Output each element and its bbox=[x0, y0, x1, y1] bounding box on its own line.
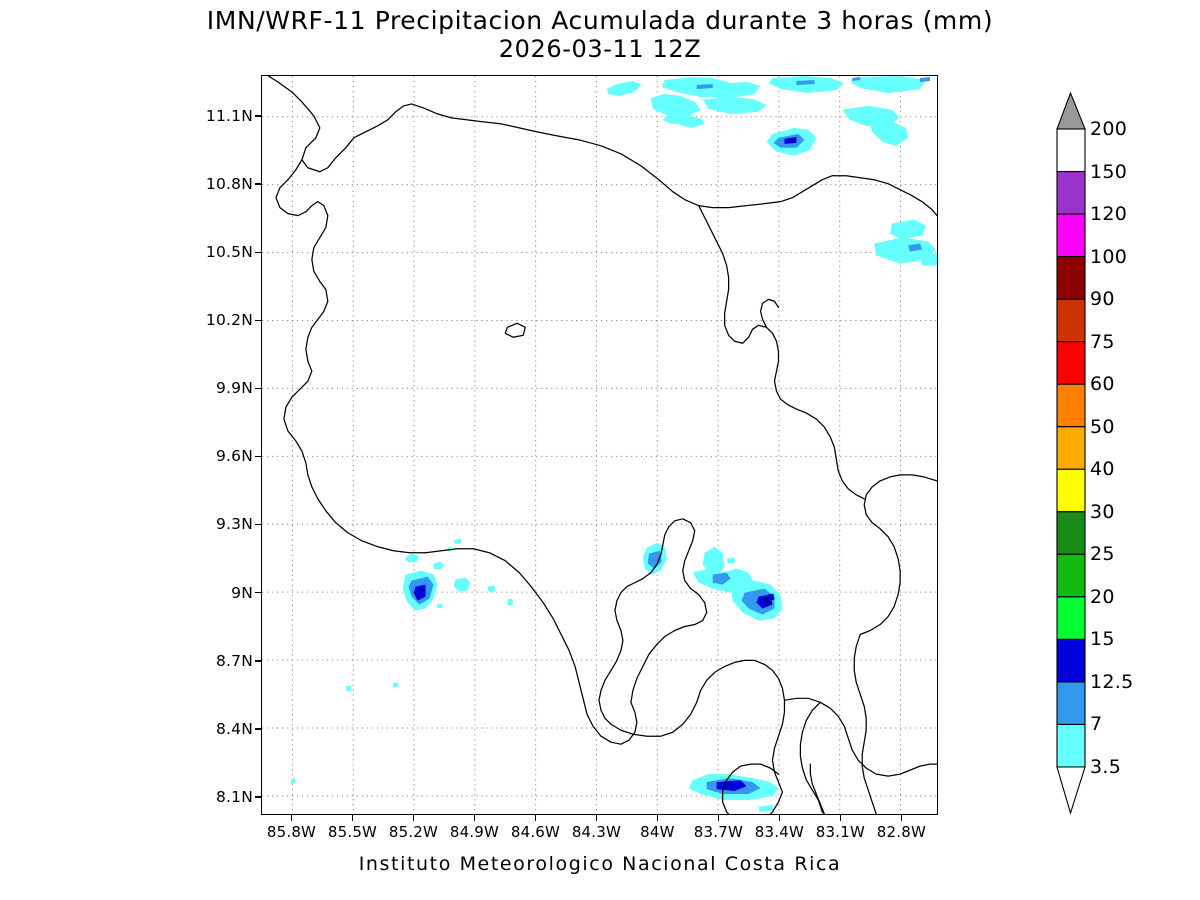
longitude-tick-label: 85.2W bbox=[388, 823, 439, 841]
latitude-tick-label: 9.6N bbox=[215, 447, 253, 466]
latitude-tick-mark bbox=[255, 660, 262, 662]
colorbar-tick-label: 60 bbox=[1090, 373, 1115, 396]
latitude-tick-label: 11.1N bbox=[205, 106, 253, 125]
latitude-tick-mark bbox=[255, 523, 262, 526]
map-canvas bbox=[262, 76, 937, 814]
colorbar-tick-label: 120 bbox=[1090, 203, 1128, 226]
latitude-tick-mark bbox=[255, 796, 262, 798]
latitude-tick-mark bbox=[255, 455, 262, 458]
footer-credit: Instituto Meteorologico Nacional Costa R… bbox=[358, 853, 842, 875]
latitude-tick-mark bbox=[255, 387, 262, 390]
latitude-tick-mark bbox=[255, 592, 262, 594]
colorbar-tick-label: 150 bbox=[1090, 160, 1128, 183]
longitude-tick-label: 82.8W bbox=[876, 823, 926, 841]
longitude-tick-mark bbox=[412, 815, 415, 821]
precipitation-field bbox=[290, 76, 937, 813]
map-plot-area bbox=[261, 75, 938, 815]
latitude-tick-label: 9.9N bbox=[215, 379, 253, 398]
longitude-tick-mark bbox=[778, 815, 781, 821]
colorbar-tick-label: 100 bbox=[1090, 245, 1128, 268]
colorbar-tick-label: 200 bbox=[1090, 118, 1128, 140]
page-title: IMN/WRF-11 Precipitacion Acumulada duran… bbox=[206, 6, 994, 35]
longitude-tick-mark bbox=[595, 815, 598, 821]
colorbar-tick-label: 20 bbox=[1090, 585, 1115, 608]
longitude-tick-mark bbox=[717, 815, 720, 821]
latitude-tick-mark bbox=[255, 183, 262, 185]
latitude-tick-label: 10.2N bbox=[205, 311, 253, 330]
longitude-tick-mark bbox=[351, 815, 354, 821]
longitude-tick-mark bbox=[900, 815, 903, 821]
latitude-tick-mark bbox=[255, 251, 262, 253]
longitude-tick-label: 85.5W bbox=[327, 823, 378, 841]
longitude-tick-label: 84.9W bbox=[449, 823, 500, 841]
colorbar-tick-label: 12.5 bbox=[1090, 670, 1134, 693]
colorbar-tick-label: 25 bbox=[1090, 543, 1115, 566]
latitude-tick-mark bbox=[255, 728, 262, 730]
colorbar-tick-label: 90 bbox=[1090, 288, 1115, 311]
colorbar-tick-label: 50 bbox=[1090, 415, 1115, 438]
latitude-tick-label: 10.8N bbox=[205, 174, 253, 193]
chart-title-block: IMN/WRF-11 Precipitacion Acumulada duran… bbox=[0, 6, 1200, 64]
latitude-tick-mark bbox=[255, 319, 262, 322]
latitude-tick-label: 8.7N bbox=[215, 651, 253, 670]
map-gridlines bbox=[262, 76, 937, 814]
longitude-tick-label: 84.6W bbox=[510, 823, 561, 841]
latitude-tick-label: 8.4N bbox=[215, 719, 253, 738]
colorbar-swatches bbox=[1056, 91, 1086, 815]
colorbar-tick-label: 15 bbox=[1090, 628, 1115, 651]
colorbar-tick-label: 40 bbox=[1090, 458, 1115, 481]
longitude-tick-label: 83.4W bbox=[754, 823, 805, 841]
coastline-overlay bbox=[267, 76, 937, 814]
colorbar-tick-label: 7 bbox=[1090, 713, 1103, 736]
longitude-tick-label: 84.3W bbox=[571, 823, 622, 841]
latitude-tick-label: 8.1N bbox=[215, 787, 253, 806]
colorbar[interactable]: 200 150 120 100 90 75 60 50 40 30 25 20 15 12.5 7 3.5 bbox=[1056, 91, 1133, 815]
colorbar-tick-label: 30 bbox=[1090, 500, 1115, 523]
longitude-tick-mark bbox=[473, 815, 476, 821]
latitude-tick-label: 10.5N bbox=[205, 243, 253, 262]
colorbar-tick-label: 75 bbox=[1090, 330, 1115, 353]
longitude-tick-mark bbox=[534, 815, 537, 821]
longitude-tick-label: 84W bbox=[640, 823, 675, 841]
latitude-tick-label: 9N bbox=[231, 583, 253, 602]
page-subtitle: 2026-03-11 12Z bbox=[498, 35, 702, 63]
longitude-tick-mark bbox=[656, 815, 659, 821]
longitude-tick-mark bbox=[290, 815, 293, 821]
longitude-tick-label: 83.7W bbox=[693, 823, 744, 841]
latitude-tick-label: 9.3N bbox=[215, 515, 253, 534]
longitude-tick-label: 85.8W bbox=[266, 823, 317, 841]
latitude-tick-mark bbox=[255, 115, 262, 117]
longitude-tick-mark bbox=[839, 815, 842, 821]
longitude-tick-label: 83.1W bbox=[815, 823, 866, 841]
colorbar-tick-label: 3.5 bbox=[1090, 756, 1122, 778]
